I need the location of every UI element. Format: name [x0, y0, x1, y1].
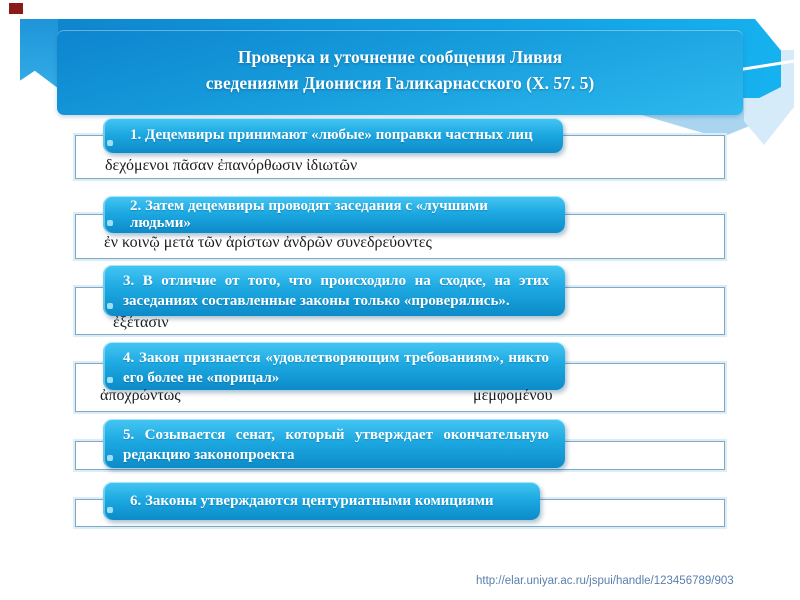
step-box-4: 4. Закон признается «удовлетворяющим тре…	[103, 342, 565, 390]
greek-annotation-4-right: μεμφομένου	[473, 387, 553, 404]
greek-annotation-4-left: ἀποχρώντως	[100, 387, 181, 404]
step-box-4-label: 4. Закон признается «удовлетворяющим тре…	[123, 350, 549, 386]
title-banner: Проверка и уточнение сообщения Ливия све…	[57, 30, 743, 115]
step-box-2: 2. Затем децемвиры проводят заседания с …	[103, 196, 565, 233]
step-box-2-label: 2. Затем децемвиры проводят заседания с …	[130, 197, 488, 231]
step-box-6-label: 6. Законы утверждаются центуриатными ком…	[130, 492, 494, 509]
greek-annotation-1: δεχόμενοι πᾶσαν ἐπανόρθωσιν ἰδιωτῶν	[105, 157, 358, 174]
greek-annotation-2: ἐν κοινῷ μετὰ τῶν ἀρίστων ἀνδρῶν συνεδρε…	[104, 234, 432, 251]
greek-annotation-3: ἐξέτασιν	[113, 314, 169, 331]
step-box-3-label: 3. В отличие от того, что происходило на…	[123, 273, 549, 309]
step-box-6: 6. Законы утверждаются центуриатными ком…	[103, 482, 540, 520]
step-box-1-label: 1. Децемвиры принимают «любые» поправки …	[130, 127, 533, 143]
footer-url-link[interactable]: http://elar.uniyar.ac.ru/jspui/handle/12…	[476, 575, 734, 587]
corner-marker	[9, 3, 23, 14]
title-line-1: Проверка и уточнение сообщения Ливия	[237, 47, 563, 67]
top-band-ribbon	[20, 19, 59, 89]
step-box-3: 3. В отличие от того, что происходило на…	[103, 265, 565, 316]
step-box-5: 5. Созывается сенат, который утверждает …	[103, 419, 565, 468]
step-box-1: 1. Децемвиры принимают «любые» поправки …	[103, 118, 563, 153]
title-line-2: сведениями Дионисия Галикарнасского (X. …	[205, 72, 595, 93]
step-box-5-label: 5. Созывается сенат, который утверждает …	[123, 427, 549, 463]
